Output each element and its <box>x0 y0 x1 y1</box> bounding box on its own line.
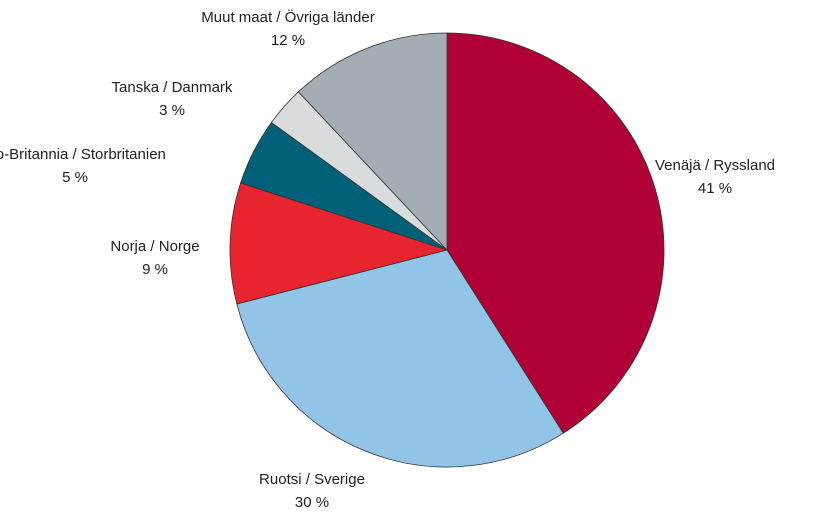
slice-label: Ruotsi / Sverige <box>259 471 365 488</box>
slice-label: Norja / Norge <box>110 238 199 255</box>
slice-label: Muut maat / Övriga länder <box>201 8 374 26</box>
slice-value-label: 41 % <box>698 180 732 197</box>
slice-value-label: 9 % <box>142 261 168 278</box>
slice-label: Tanska / Danmark <box>112 79 233 96</box>
slice-value-label: 3 % <box>159 102 185 119</box>
pie-slice <box>229 182 449 305</box>
pie-slice <box>297 32 448 252</box>
slice-value-label: 12 % <box>271 32 305 49</box>
slice-value-label: 30 % <box>295 494 329 511</box>
slice-label: Iso-Britannia / Storbritanien <box>0 146 166 163</box>
slice-label: Venäjä / Ryssland <box>655 157 775 174</box>
pie-slice <box>446 32 665 434</box>
pie-slice <box>236 249 564 468</box>
slice-value-label: 5 % <box>62 169 88 186</box>
